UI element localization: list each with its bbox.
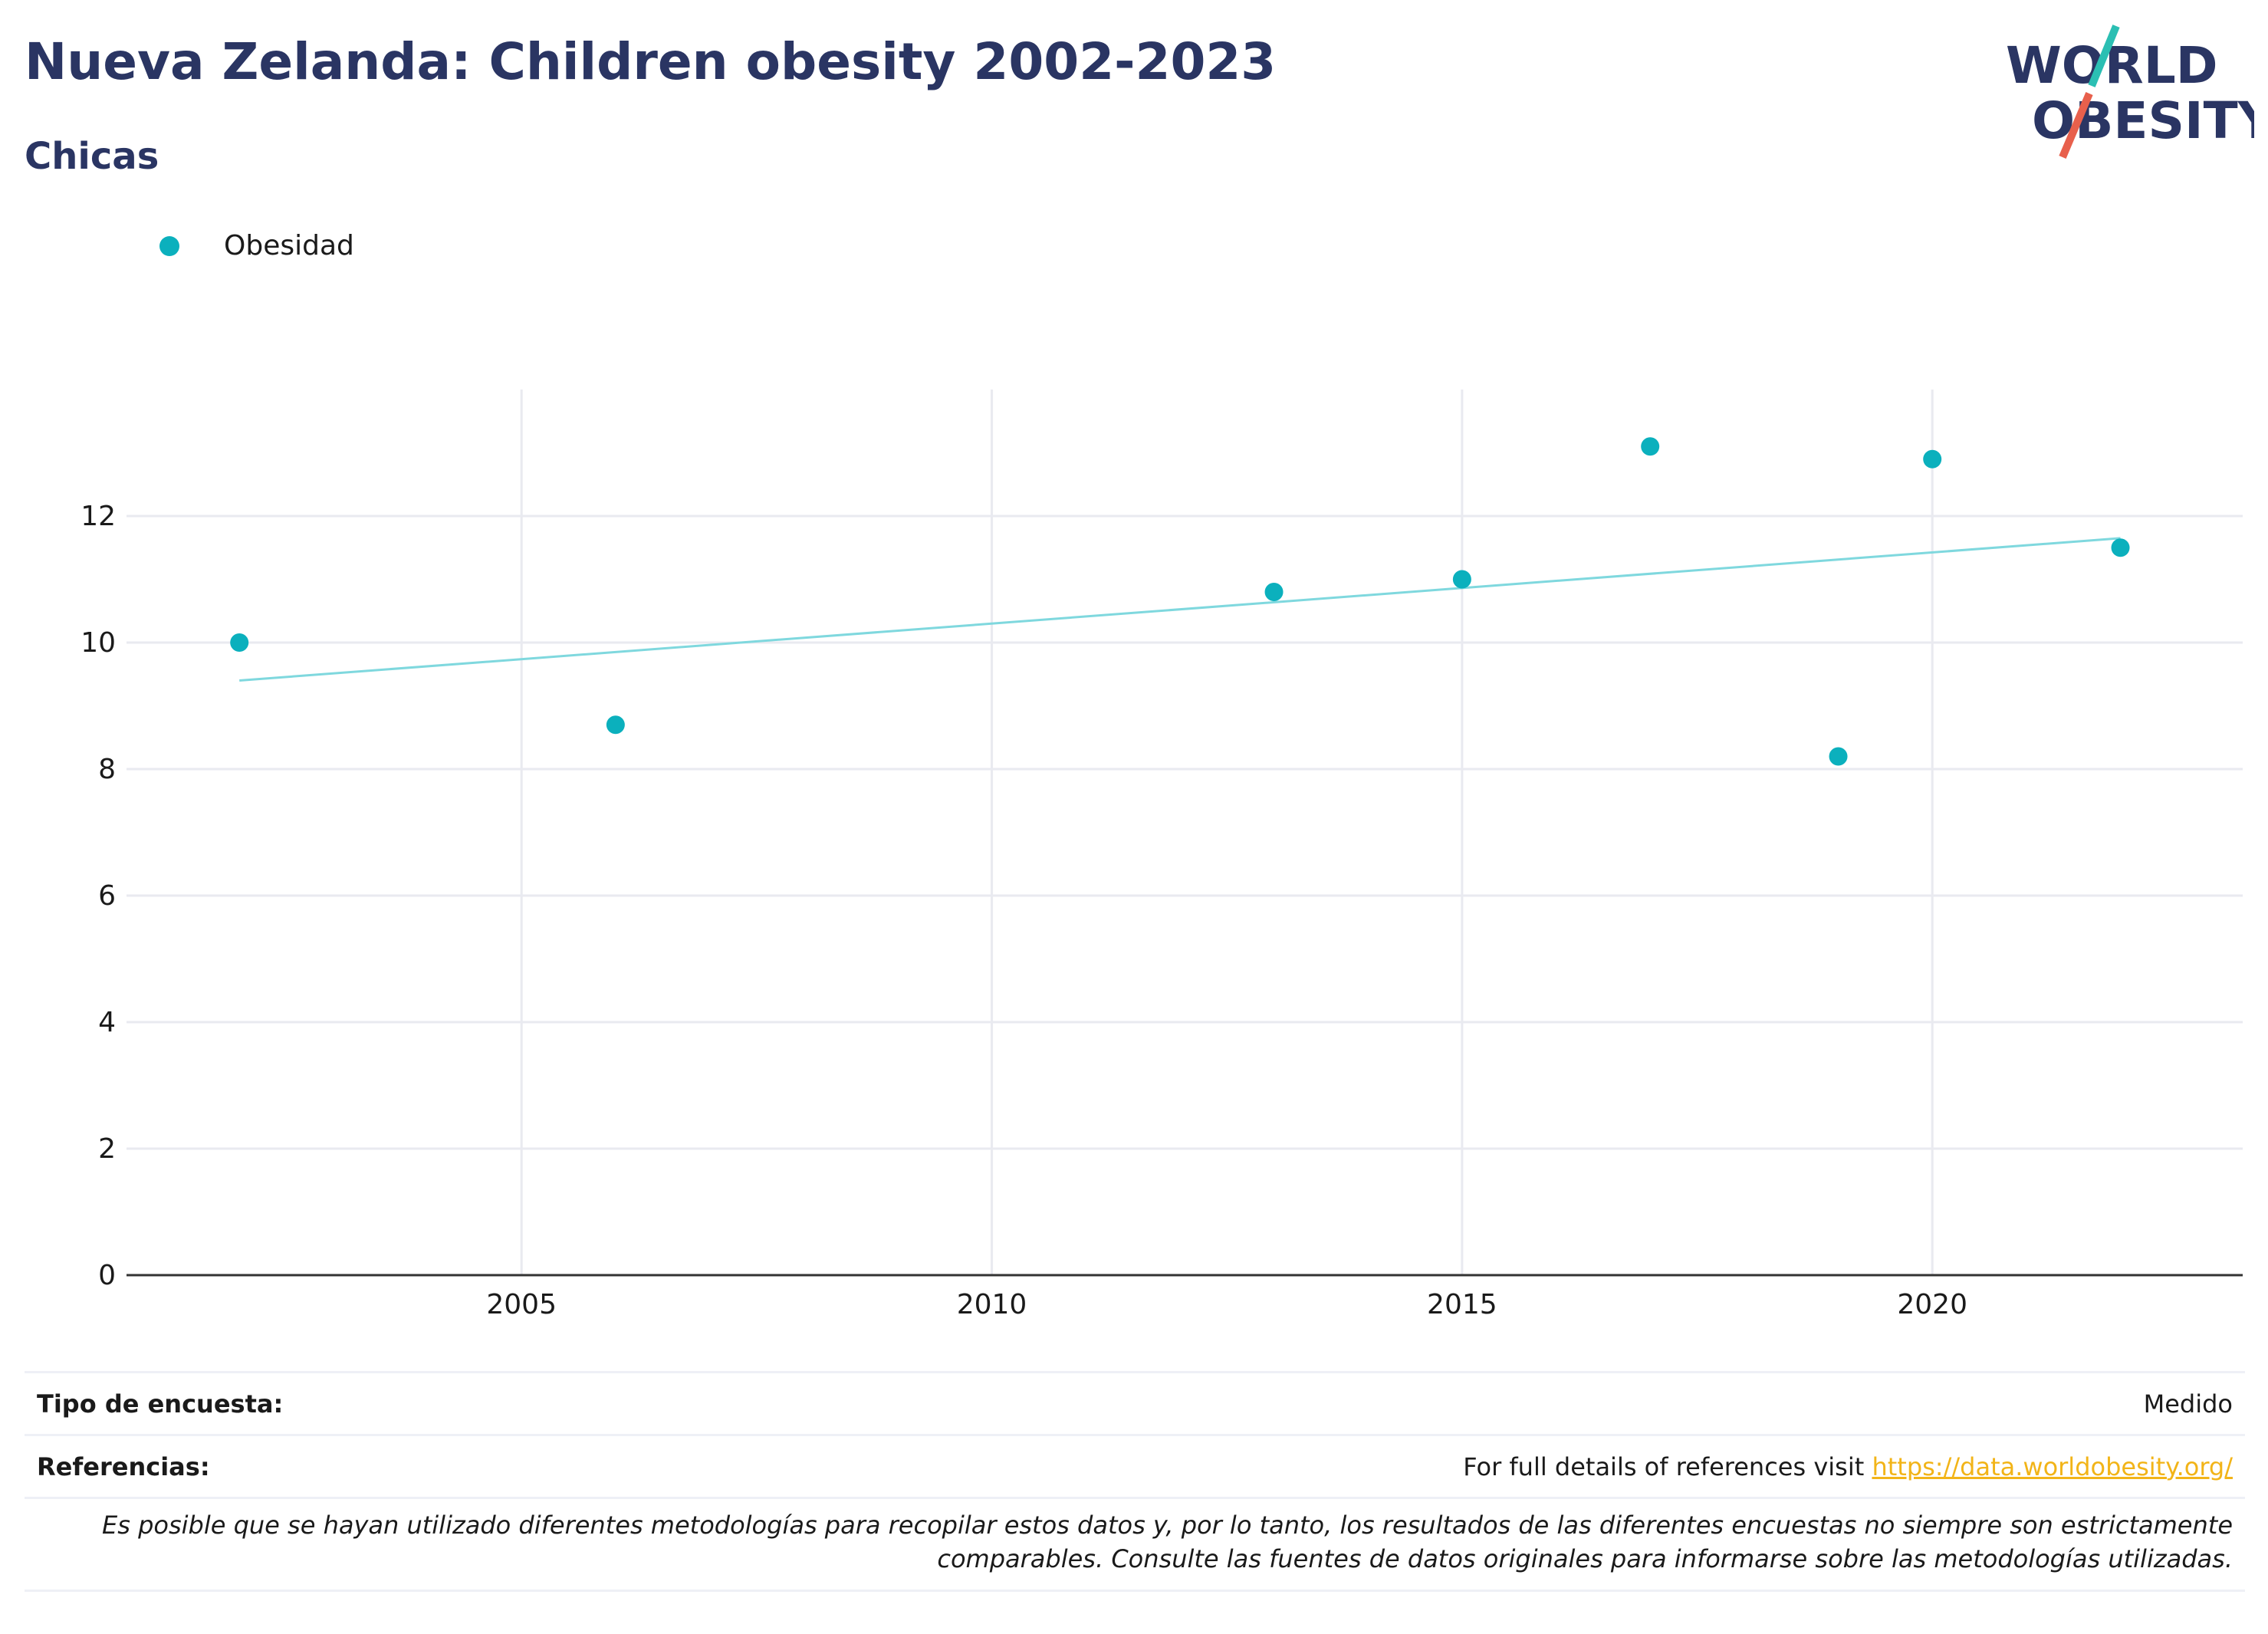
y-tick-label: 6 (98, 880, 116, 912)
data-point (1829, 747, 1848, 766)
world-obesity-logo: WORLD OBESITY (2006, 25, 2254, 159)
methodology-note: Es posible que se hayan utilizado difere… (25, 1497, 2245, 1592)
x-tick-label: 2015 (1427, 1289, 1497, 1320)
y-tick-label: 4 (98, 1007, 116, 1038)
logo-teal-slash (2088, 25, 2120, 87)
references-link[interactable]: https://data.worldobesity.org/ (1872, 1452, 2233, 1481)
references-row: Referencias: For full details of referen… (25, 1434, 2245, 1497)
scatter-chart: 2005 2010 2015 2020 0 2 4 6 8 10 12 (81, 390, 2243, 1320)
survey-row: Tipo de encuesta: Medido (25, 1371, 2245, 1434)
trendline (239, 537, 2121, 682)
logo-red-slash (2059, 92, 2093, 159)
legend[interactable]: Obesidad (159, 230, 354, 261)
legend-label: Obesidad (224, 230, 354, 261)
x-tick-label: 2020 (1897, 1289, 1967, 1320)
data-point (1641, 437, 1660, 456)
y-tick-label: 2 (98, 1133, 116, 1165)
data-point (1264, 583, 1284, 601)
data-point (1923, 449, 1942, 469)
trend-line (239, 537, 2121, 682)
y-tick-label: 8 (98, 754, 116, 785)
survey-label: Tipo de encuesta: (37, 1389, 284, 1419)
data-point (2111, 538, 2130, 557)
legend-marker-icon (159, 235, 179, 256)
survey-value: Medido (2143, 1389, 2233, 1419)
chart-subtitle: Chicas (25, 135, 159, 178)
x-tick-label: 2005 (486, 1289, 557, 1320)
data-point (230, 633, 249, 652)
data-point (606, 715, 625, 735)
y-tick-label: 10 (81, 627, 116, 659)
note-line-1: Es posible que se hayan utilizado difere… (102, 1511, 2233, 1540)
note-line-2: comparables. Consulte las fuentes de dat… (937, 1544, 2233, 1573)
y-tick-label: 0 (98, 1260, 116, 1291)
references-value: For full details of references visit htt… (1463, 1452, 2233, 1481)
references-label: Referencias: (37, 1452, 210, 1481)
axes: 2005 2010 2015 2020 0 2 4 6 8 10 12 (81, 501, 2243, 1320)
grid (127, 390, 2243, 1275)
x-tick-label: 2010 (957, 1289, 1027, 1320)
references-text: For full details of references visit (1463, 1452, 1872, 1481)
chart-title: Nueva Zelanda: Children obesity 2002-202… (25, 32, 1277, 91)
data-points (230, 437, 2130, 766)
y-tick-label: 12 (81, 501, 116, 532)
data-point (1452, 570, 1471, 589)
